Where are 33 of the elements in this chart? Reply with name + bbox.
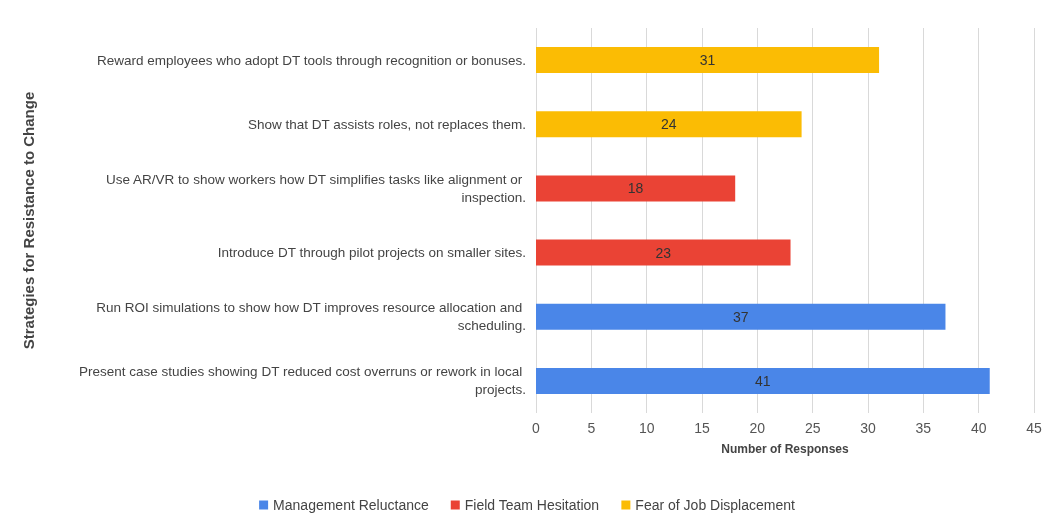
bar <box>536 239 791 266</box>
x-tick-label: 45 <box>1026 420 1042 436</box>
legend-label: Field Team Hesitation <box>464 497 600 513</box>
bar <box>536 367 990 394</box>
data-label: 37 <box>732 308 749 325</box>
x-tick-label: 40 <box>970 420 987 436</box>
y-tick-label: Present case studies showing DT reduced cost overruns or rework in local projects. <box>79 364 526 398</box>
data-label: 18 <box>627 180 644 197</box>
data-label: 41 <box>755 372 771 389</box>
x-tick-label: 25 <box>804 420 821 436</box>
x-tick-label: 5 <box>587 420 596 436</box>
y-tick-label: Introduce DT through pilot projects on smaller sites. <box>217 245 526 261</box>
bar <box>536 175 736 202</box>
x-tick-label: 20 <box>749 420 766 436</box>
bar <box>536 47 880 74</box>
data-label: 31 <box>699 52 716 69</box>
data-label: 23 <box>655 244 672 261</box>
legend-label: Management Reluctance <box>273 497 429 513</box>
x-tick-label: 0 <box>532 420 541 436</box>
x-tick-label: 10 <box>638 420 655 436</box>
y-axis-title: Strategies for Resistance to Change <box>20 91 37 350</box>
y-tick-label: Reward employees who adopt DT tools through recognition or bonuses. <box>96 52 526 68</box>
x-tick-label: 15 <box>694 420 710 436</box>
bar <box>536 111 802 138</box>
bar <box>536 303 946 330</box>
data-label: 24 <box>661 116 677 133</box>
y-tick-label: Use AR/VR to show workers how DT simplifies tasks like alignment or inspection. <box>106 171 526 205</box>
x-axis-title: Number of Responses <box>721 442 850 456</box>
y-tick-label: Run ROI simulations to show how DT improves resource allocation and scheduling. <box>96 300 526 334</box>
y-tick-label: Show that DT assists roles, not replaces them. <box>247 116 526 132</box>
x-tick-label: 30 <box>860 420 876 436</box>
x-tick-label: 35 <box>915 420 932 436</box>
legend-label: Fear of Job Displacement <box>635 497 795 513</box>
